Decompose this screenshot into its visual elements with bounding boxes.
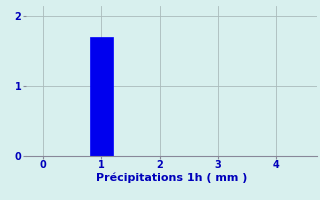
Bar — [90, 37, 113, 156]
X-axis label: Précipitations 1h ( mm ): Précipitations 1h ( mm ) — [95, 173, 247, 183]
